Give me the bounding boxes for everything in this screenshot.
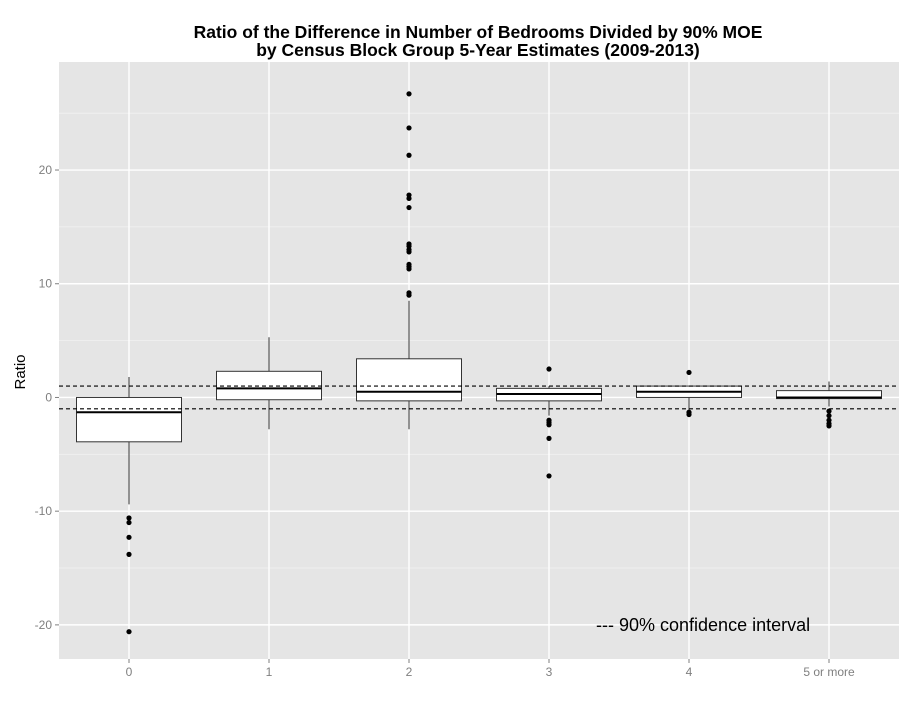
- outlier-point: [546, 422, 552, 428]
- x-tick-label: 4: [686, 665, 693, 679]
- y-axis: -20 -10 0 10 20: [35, 163, 59, 632]
- y-tick-label: -10: [35, 504, 53, 518]
- y-tick-label: 20: [39, 163, 53, 177]
- outlier-point: [546, 473, 552, 479]
- y-tick-label: 10: [39, 277, 53, 291]
- outlier-point: [126, 519, 132, 526]
- outlier-point: [126, 534, 132, 540]
- outlier-point: [406, 192, 412, 198]
- outlier-point: [686, 369, 692, 376]
- box-4: [636, 369, 742, 418]
- outlier-point: [546, 366, 552, 372]
- box-5-or-more: [776, 381, 882, 429]
- x-tick-label: 3: [546, 665, 553, 679]
- box-body: [356, 358, 462, 402]
- x-tick-label: 0: [126, 665, 133, 679]
- y-tick-label: -20: [35, 618, 53, 632]
- box-0: [76, 376, 182, 635]
- plot-panel: [59, 62, 899, 659]
- box-2: [356, 91, 462, 430]
- y-axis-title: Ratio: [12, 354, 29, 389]
- outlier-point: [826, 408, 832, 414]
- y-tick-label: 0: [45, 390, 52, 404]
- outlier-point: [686, 411, 692, 418]
- outlier-point: [826, 413, 832, 419]
- x-axis: 0 1 2 3 4 5 or more: [126, 659, 855, 679]
- confidence-interval-lines: [59, 385, 899, 410]
- confidence-interval-note: --- 90% confidence interval: [596, 615, 810, 635]
- box-series: [76, 91, 882, 635]
- outlier-point: [406, 290, 412, 296]
- x-tick-label: 5 or more: [803, 665, 855, 679]
- chart-subtitle: by Census Block Group 5-Year Estimates (…: [256, 40, 700, 60]
- outlier-point: [406, 241, 412, 247]
- outlier-point: [406, 261, 412, 268]
- outlier-point: [546, 435, 552, 441]
- box-body: [76, 396, 182, 443]
- chart-title: Ratio of the Difference in Number of Bed…: [194, 22, 763, 42]
- outlier-point: [406, 91, 412, 97]
- box-3: [496, 366, 602, 479]
- outlier-point: [406, 204, 412, 211]
- outlier-point: [126, 515, 132, 521]
- outlier-point: [126, 629, 132, 635]
- outlier-point: [406, 152, 412, 158]
- box-body: [776, 390, 882, 400]
- outlier-point: [406, 125, 412, 131]
- x-tick-label: 1: [266, 665, 273, 679]
- x-tick-label: 2: [406, 665, 413, 679]
- outlier-point: [126, 551, 132, 557]
- outlier-point: [826, 423, 832, 429]
